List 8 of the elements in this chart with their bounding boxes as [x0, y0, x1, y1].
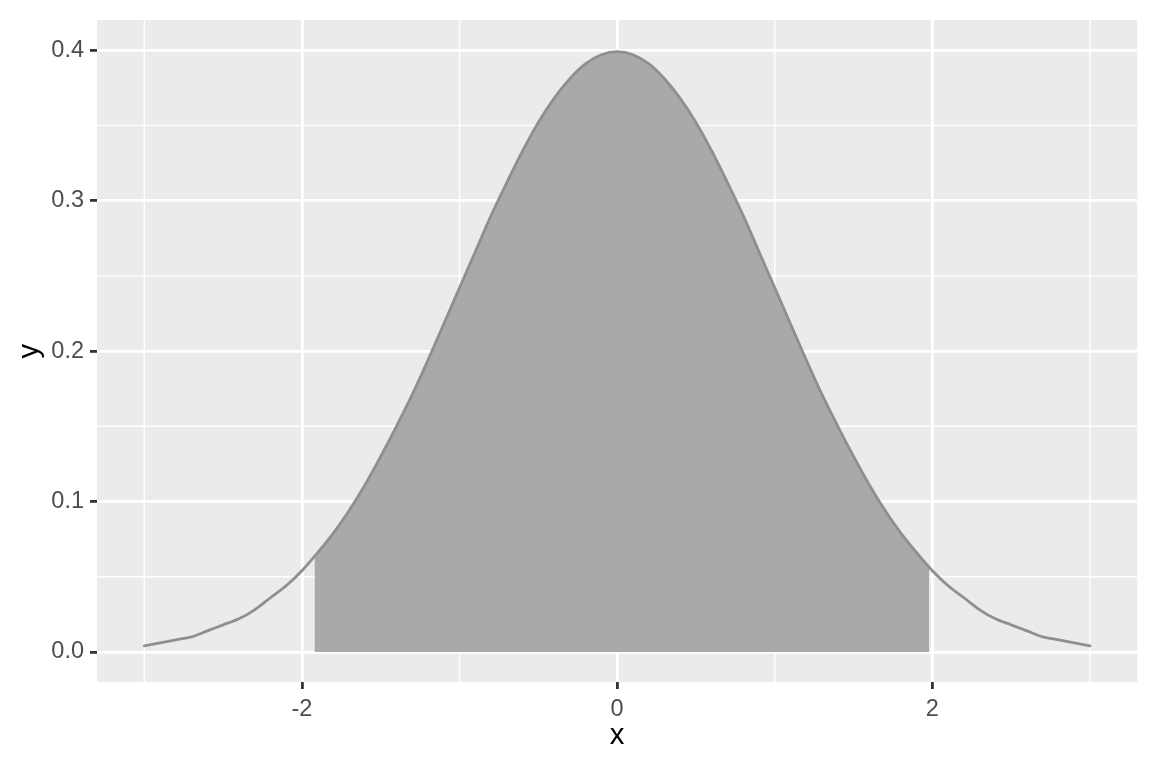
y-tick-label: 0.0: [51, 637, 84, 664]
y-tick-label: 0.2: [51, 336, 84, 363]
y-tick-label: 0.1: [51, 486, 84, 513]
x-tick-label: -2: [291, 694, 313, 721]
x-tick-label: 2: [925, 694, 939, 721]
y-axis-title: y: [10, 343, 44, 359]
y-tick-label: 0.4: [51, 35, 84, 62]
y-tick-label: 0.3: [51, 186, 84, 213]
